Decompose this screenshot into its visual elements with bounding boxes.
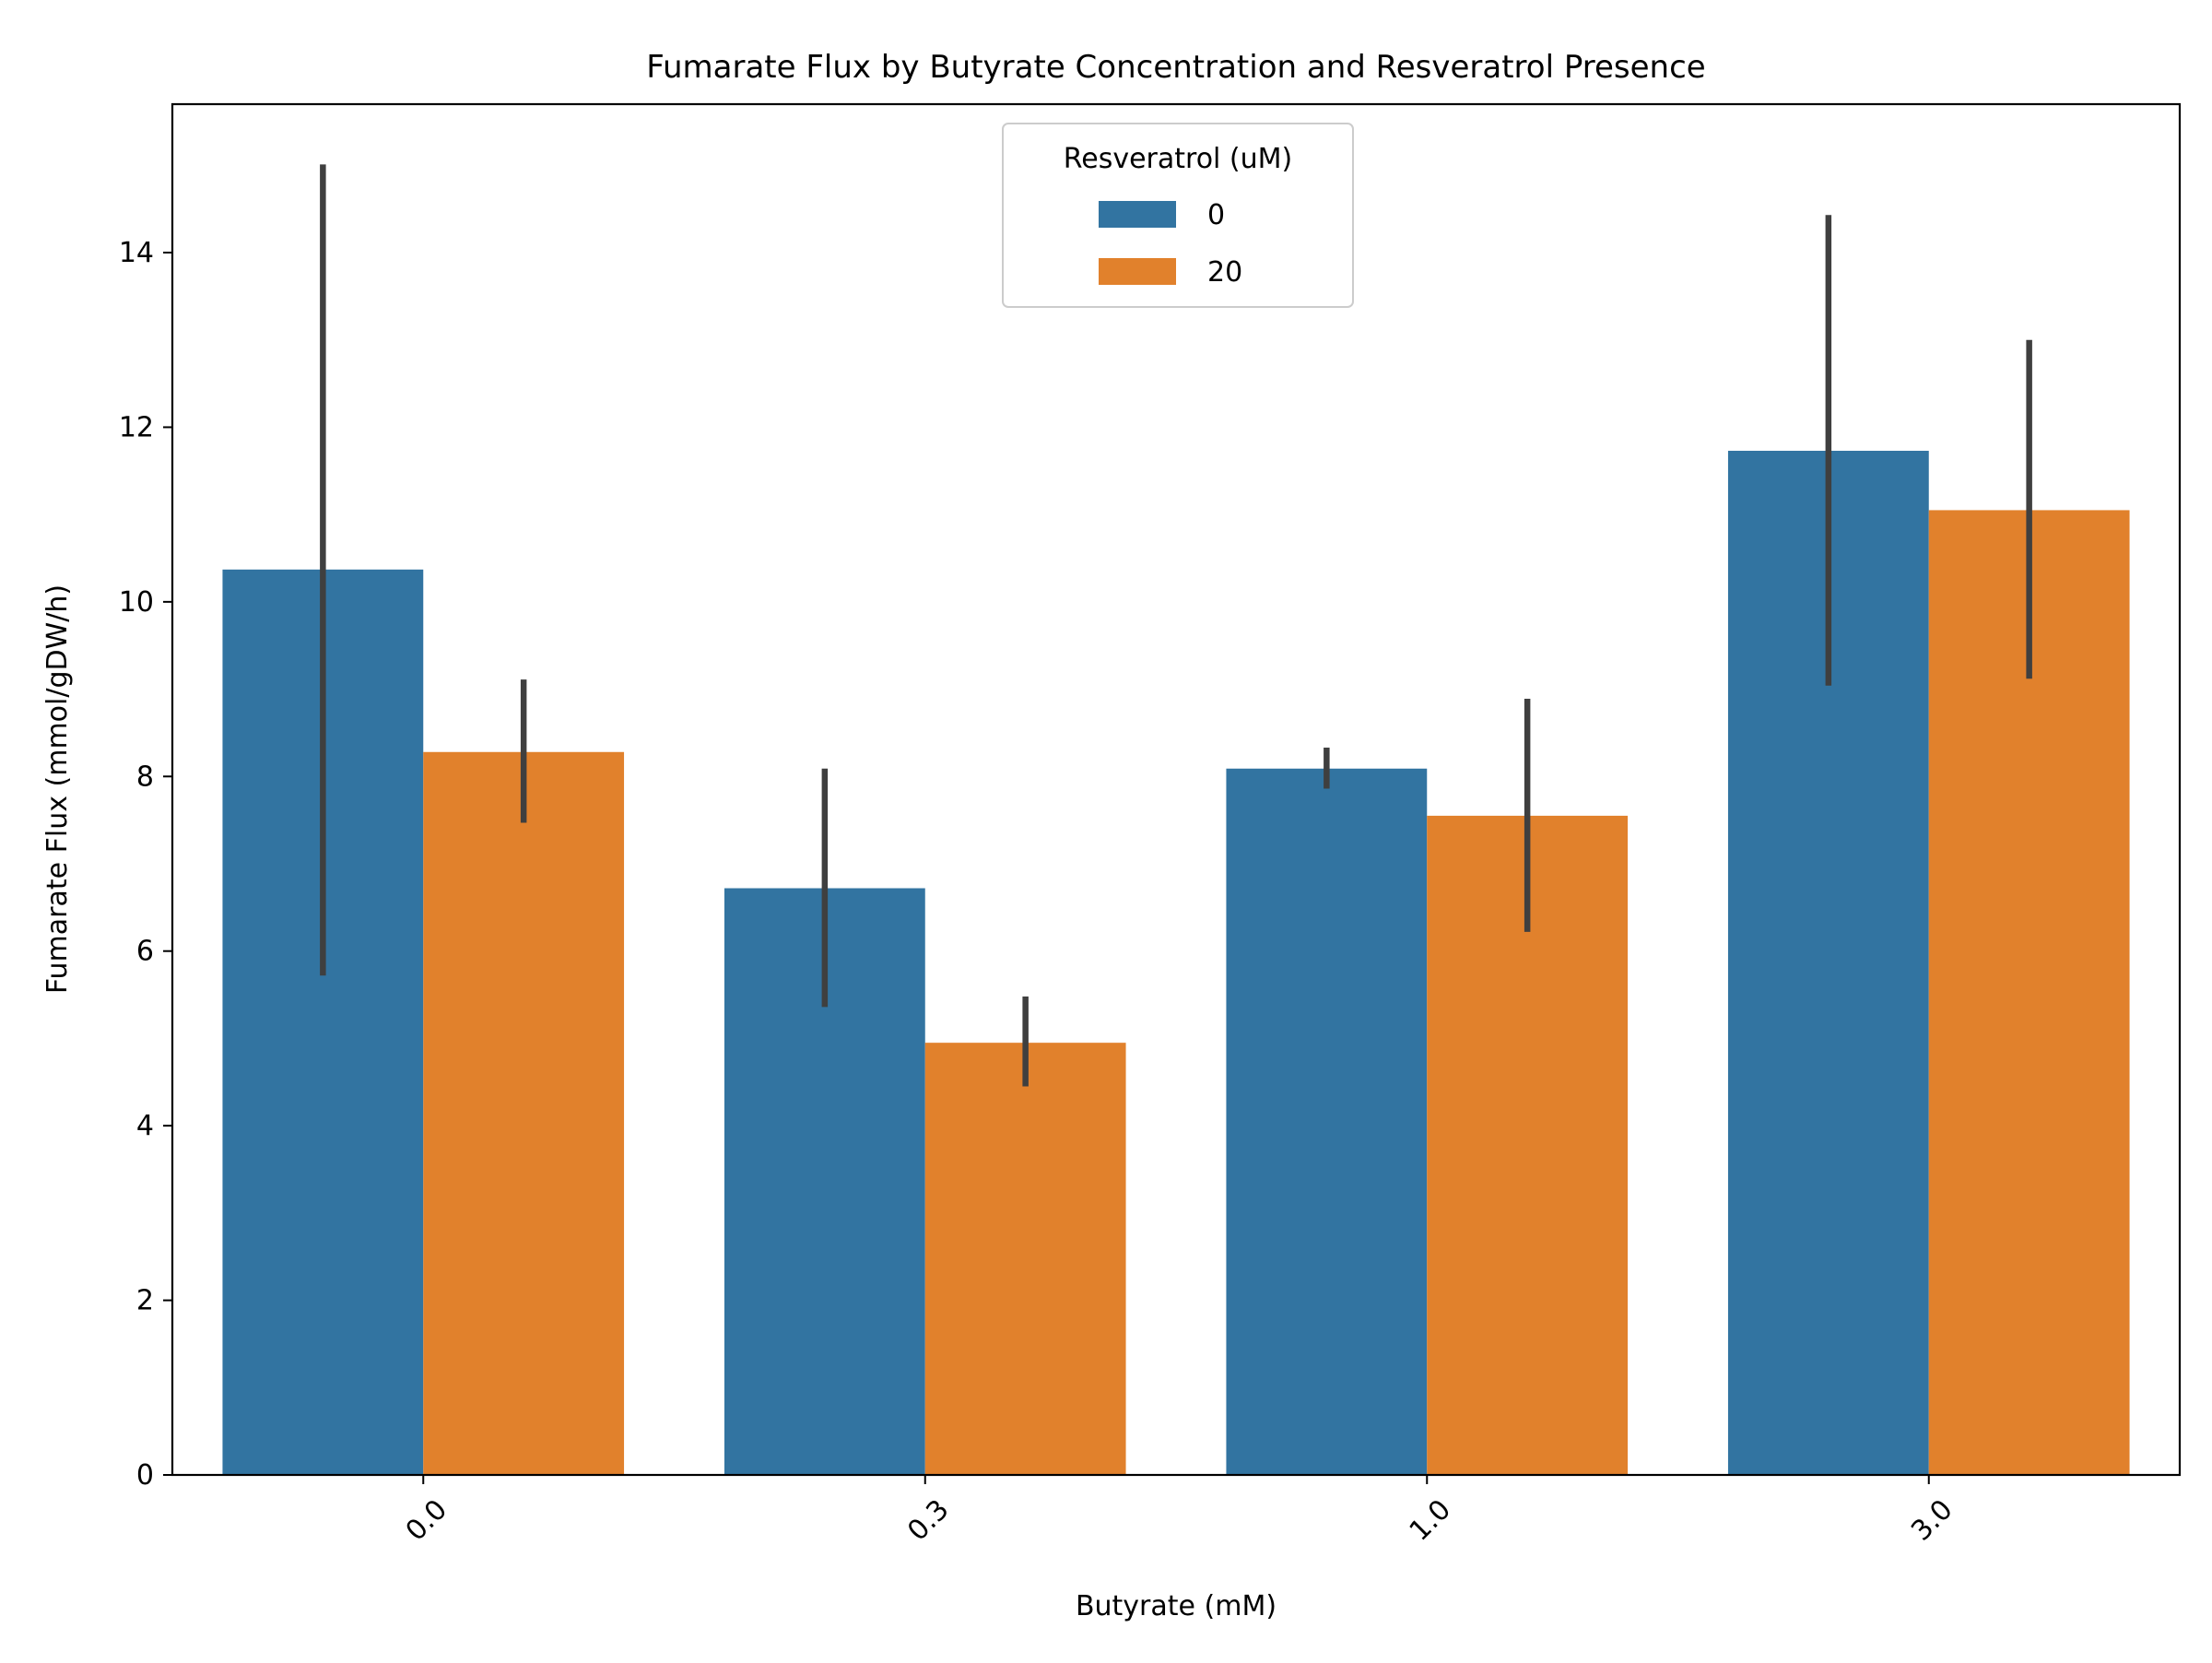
bar-0.0-resveratrol-20 (423, 751, 625, 1475)
legend-label-20: 20 (1207, 256, 1242, 289)
y-axis-label: Fumarate Flux (mmol/gDW/h) (41, 584, 74, 994)
bar-0.3-resveratrol-20 (924, 1043, 1126, 1475)
y-tick-label: 4 (136, 1110, 154, 1142)
y-tick-label: 0 (136, 1459, 154, 1492)
x-tick-label: 0.3 (901, 1493, 955, 1547)
plot-frame (171, 102, 2182, 1477)
x-axis-label: Butyrate (mM) (1076, 1590, 1277, 1622)
chart-title: Fumarate Flux by Butyrate Concentration … (646, 49, 1705, 86)
y-tick-label: 14 (119, 237, 154, 269)
legend-title: Resveratrol (uM) (1064, 143, 1292, 175)
x-tick-label: 1.0 (1404, 1493, 1457, 1547)
legend-swatch-20 (1099, 258, 1176, 285)
x-tick-label: 0.0 (400, 1493, 453, 1547)
y-tick-label: 2 (136, 1285, 154, 1317)
y-tick-label: 8 (136, 761, 154, 793)
y-tick-label: 12 (119, 411, 154, 443)
legend-frame (1002, 123, 1354, 308)
legend: Resveratrol (uM) 0 20 (1002, 123, 1354, 308)
bar-1.0-resveratrol-0 (1226, 768, 1428, 1475)
y-tick-label: 6 (136, 936, 154, 968)
bars-layer (222, 451, 2130, 1476)
x-tick-label: 3.0 (1905, 1493, 1959, 1547)
legend-label-0: 0 (1207, 199, 1225, 231)
error-bars-layer (320, 164, 2032, 1087)
x-axis: 0.0 0.3 1.0 3.0 (400, 1475, 1959, 1548)
y-axis: 0 2 4 6 8 10 12 14 (119, 237, 172, 1492)
y-tick-label: 10 (119, 586, 154, 619)
legend-swatch-0 (1099, 201, 1176, 228)
